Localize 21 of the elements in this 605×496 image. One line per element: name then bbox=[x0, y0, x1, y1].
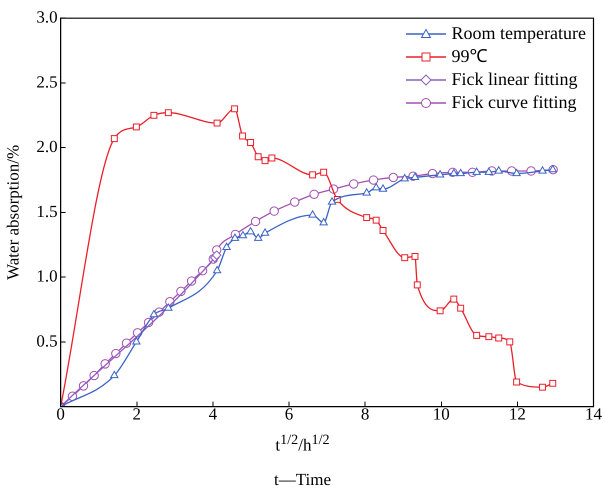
x-tick-label: 2 bbox=[132, 404, 142, 424]
y-tick-label: 2.5 bbox=[36, 72, 58, 92]
y-tick-label: 0.5 bbox=[36, 331, 58, 350]
y-tick-label: 1.5 bbox=[36, 202, 58, 221]
legend-label: Fick linear fitting bbox=[452, 68, 578, 92]
x-tick-label: 8 bbox=[360, 404, 370, 424]
x-tick-label: 14 bbox=[585, 404, 602, 424]
x-tick-label: 4 bbox=[208, 404, 218, 424]
y-axis-title: Water absorption/% bbox=[4, 144, 23, 280]
x-tick-label: 10 bbox=[432, 404, 450, 424]
y-tick-label: 3.0 bbox=[36, 8, 58, 27]
y-tick-label: 1.0 bbox=[36, 266, 58, 286]
legend-label: Fick curve fitting bbox=[452, 91, 576, 114]
y-tick-label: 2.0 bbox=[36, 137, 58, 156]
x-axis-title: t$^{1/2}$/h$^{1/2}$ bbox=[274, 432, 331, 456]
legend-label: Room temperature bbox=[452, 22, 586, 46]
text: t—Time bbox=[272, 470, 332, 490]
x-tick-label: 12 bbox=[508, 404, 526, 424]
x-tick-label: 6 bbox=[284, 404, 294, 424]
legend-label: 99℃ bbox=[452, 45, 488, 68]
x-tick-label: 0 bbox=[56, 404, 65, 424]
